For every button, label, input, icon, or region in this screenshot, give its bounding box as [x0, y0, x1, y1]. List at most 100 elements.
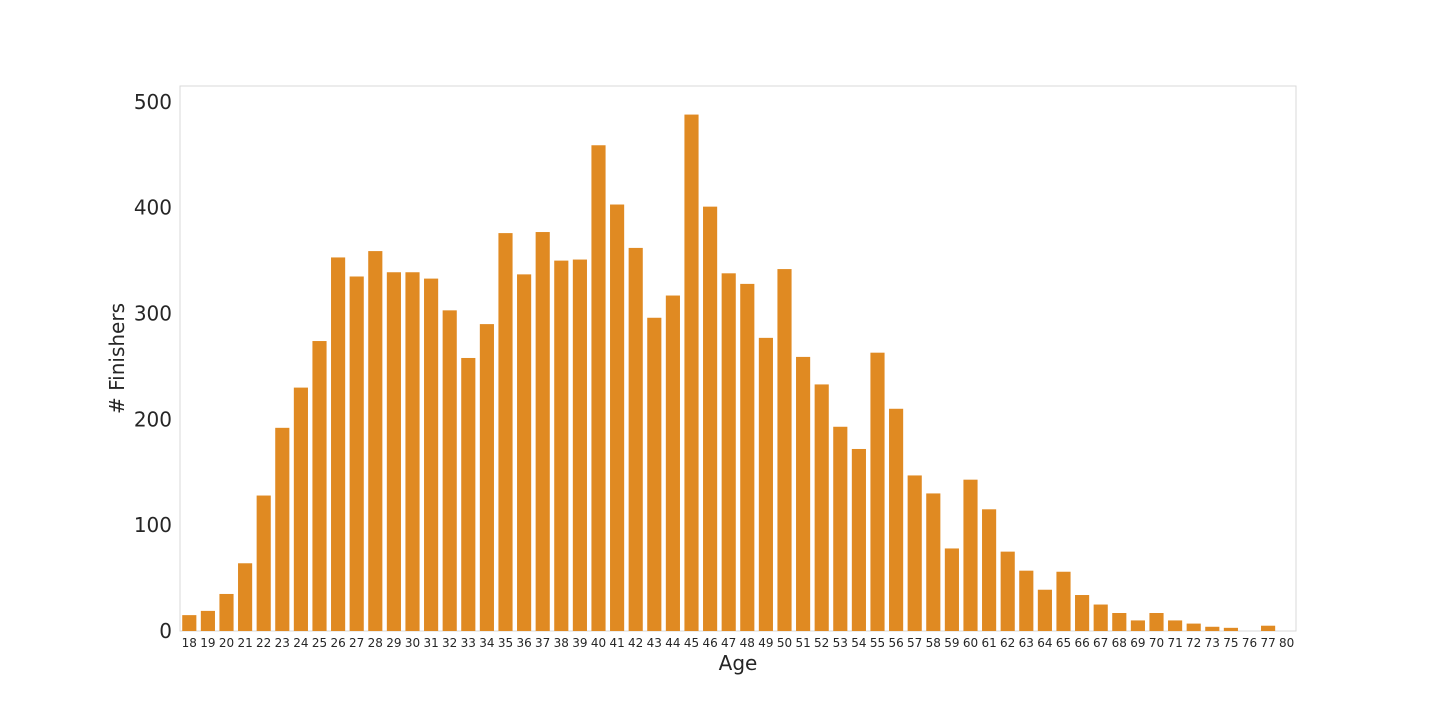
x-tick-label: 38	[554, 636, 569, 650]
bar-age-62	[1000, 551, 1015, 631]
bar-age-75	[1223, 627, 1238, 631]
bar-age-57	[907, 475, 922, 631]
x-tick-label: 61	[981, 636, 996, 650]
x-tick-label: 69	[1130, 636, 1145, 650]
x-tick-labels: 18 19 20 21 22 23 24 25 26 27 28 29 30 31 32 33 34 35 36 37…	[182, 636, 1295, 650]
x-tick-label: 66	[1074, 636, 1089, 650]
x-tick-label: 24	[293, 636, 308, 650]
y-axis-label: # Finishers	[105, 303, 129, 414]
x-tick-label: 37	[535, 636, 550, 650]
x-tick-label: 19	[200, 636, 215, 650]
bar-age-21	[238, 563, 253, 631]
x-tick-label: 48	[740, 636, 755, 650]
x-tick-label: 44	[665, 636, 680, 650]
x-tick-label: 18	[182, 636, 197, 650]
bar-age-48	[740, 283, 755, 631]
x-tick-label: 70	[1149, 636, 1164, 650]
x-tick-label: 65	[1056, 636, 1071, 650]
bar-age-42	[628, 247, 643, 631]
bar-age-67	[1093, 604, 1108, 631]
bar-age-20	[219, 593, 234, 631]
x-tick-label: 51	[795, 636, 810, 650]
bar-age-69	[1130, 620, 1145, 631]
y-tick-label: 300	[134, 302, 172, 326]
bar-age-40	[591, 145, 606, 631]
x-tick-label: 21	[237, 636, 252, 650]
plot-frame	[179, 85, 1297, 632]
x-tick-label: 33	[461, 636, 476, 650]
x-tick-label: 39	[572, 636, 587, 650]
x-tick-label: 54	[851, 636, 866, 650]
bar-age-41	[610, 204, 625, 631]
bar-age-77	[1261, 625, 1276, 631]
x-tick-label: 31	[423, 636, 438, 650]
bar-age-68	[1112, 613, 1127, 631]
bar-age-23	[275, 427, 290, 631]
bar-age-70	[1149, 613, 1164, 631]
bar-age-58	[926, 493, 941, 631]
bar-age-34	[479, 324, 494, 631]
x-tick-label: 58	[926, 636, 941, 650]
bar-age-43	[647, 317, 662, 631]
bars-group	[182, 114, 1276, 632]
x-tick-label: 57	[907, 636, 922, 650]
x-tick-label: 62	[1000, 636, 1015, 650]
bar-age-26	[331, 257, 346, 631]
x-tick-label: 30	[405, 636, 420, 650]
bar-age-71	[1168, 620, 1183, 631]
y-tick-label: 0	[159, 619, 172, 643]
x-tick-label: 41	[609, 636, 624, 650]
y-tick-labels: 0 100 200 300 400 500	[134, 90, 172, 643]
x-tick-label: 36	[516, 636, 531, 650]
bar-age-59	[944, 548, 959, 631]
bar-age-39	[572, 259, 587, 631]
bar-age-36	[517, 274, 532, 631]
bar-age-60	[963, 479, 978, 631]
x-tick-label: 43	[647, 636, 662, 650]
bar-age-52	[814, 384, 829, 631]
x-tick-label: 34	[479, 636, 494, 650]
bar-age-46	[703, 206, 718, 631]
x-tick-label: 42	[628, 636, 643, 650]
x-tick-label: 20	[219, 636, 234, 650]
bar-age-27	[349, 276, 364, 631]
bar-age-73	[1205, 626, 1220, 631]
bar-age-56	[889, 408, 904, 631]
bar-age-53	[833, 426, 848, 631]
x-tick-label: 28	[368, 636, 383, 650]
bar-age-31	[424, 278, 439, 631]
x-tick-label: 60	[963, 636, 978, 650]
bar-age-51	[796, 356, 811, 631]
x-tick-label: 32	[442, 636, 457, 650]
bar-age-61	[982, 509, 997, 631]
bar-age-18	[182, 615, 197, 631]
x-tick-label: 71	[1167, 636, 1182, 650]
bar-age-28	[368, 251, 383, 631]
bar-age-44	[665, 295, 680, 631]
bar-age-30	[405, 272, 420, 631]
bar-age-66	[1075, 595, 1090, 631]
x-tick-label: 64	[1037, 636, 1052, 650]
bar-age-37	[535, 232, 550, 632]
x-tick-label: 73	[1205, 636, 1220, 650]
bar-age-50	[777, 269, 792, 631]
bar-age-47	[721, 273, 736, 631]
x-tick-label: 75	[1223, 636, 1238, 650]
x-tick-label: 55	[870, 636, 885, 650]
x-tick-label: 59	[944, 636, 959, 650]
x-tick-label: 23	[275, 636, 290, 650]
bar-age-63	[1019, 570, 1034, 631]
x-tick-label: 68	[1112, 636, 1127, 650]
x-tick-label: 52	[814, 636, 829, 650]
bar-age-45	[684, 114, 699, 631]
y-tick-label: 500	[134, 90, 172, 114]
y-tick-label: 200	[134, 407, 172, 431]
bar-age-38	[554, 260, 569, 631]
x-tick-label: 45	[684, 636, 699, 650]
bar-age-29	[386, 272, 401, 631]
bar-age-35	[498, 233, 513, 631]
x-tick-label: 26	[330, 636, 345, 650]
x-tick-label: 63	[1019, 636, 1034, 650]
x-tick-label: 25	[312, 636, 327, 650]
